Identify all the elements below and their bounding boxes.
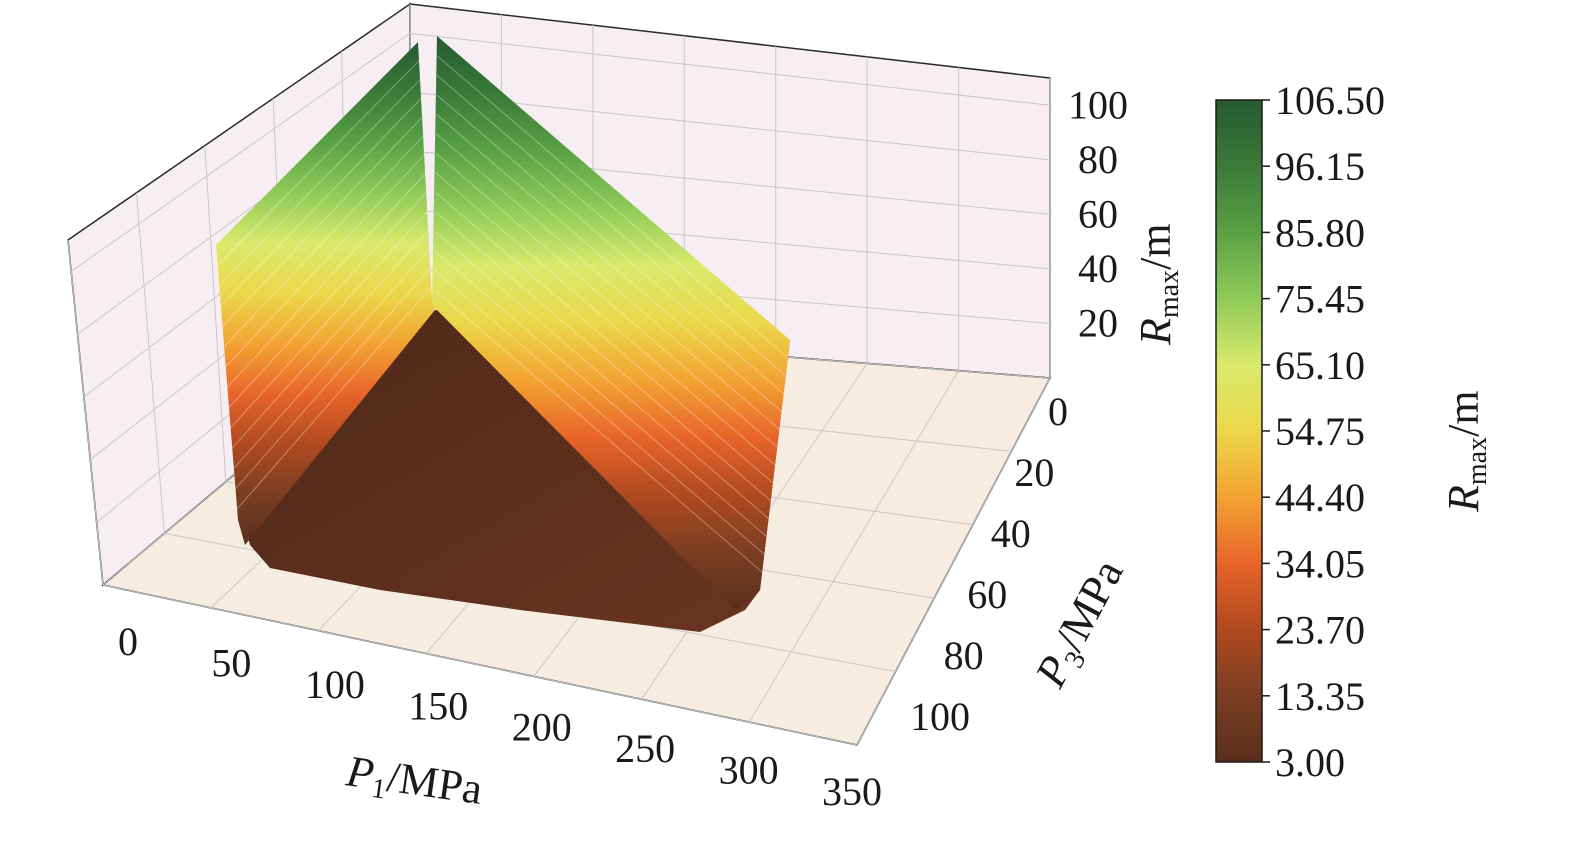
x-tick-label: 100 (305, 662, 365, 707)
y-axis-title: P3/MPa (1025, 551, 1137, 698)
y-tick-label: 80 (944, 633, 984, 678)
colorbar-tick-label: 13.35 (1275, 674, 1365, 719)
x-tick-label: 300 (719, 748, 779, 793)
surface-wall-right (432, 36, 790, 610)
z-tick-label: 60 (1078, 191, 1118, 236)
x-tick-label: 250 (615, 726, 675, 771)
colorbar-tick-label: 44.40 (1275, 475, 1365, 520)
y-tick-label: 40 (991, 511, 1031, 556)
y-axis-ticks: 0 20 40 60 80 100 (910, 389, 1068, 739)
z-axis-ticks: 20 40 60 80 100 (1068, 82, 1128, 345)
x-axis-title: P1/MPa (342, 746, 485, 819)
colorbar-tick-label: 34.05 (1275, 541, 1365, 586)
colorbar-tick-label: 96.15 (1275, 144, 1365, 189)
x-axis-ticks: 0 50 100 150 200 250 300 350 (118, 619, 882, 814)
x-tick-label: 200 (512, 705, 572, 750)
z-tick-label: 100 (1068, 82, 1128, 127)
x-tick-label: 350 (822, 769, 882, 814)
colorbar-ticks: 106.50 96.15 85.80 75.45 65.10 54.75 44.40 34.0… (1262, 78, 1385, 785)
colorbar-tick-label: 23.70 (1275, 608, 1365, 653)
surface-plot (216, 36, 790, 632)
colorbar-tick-label: 75.45 (1275, 277, 1365, 322)
y-tick-label: 60 (967, 572, 1007, 617)
colorbar-tick-label: 65.10 (1275, 343, 1365, 388)
colorbar-tick-label: 3.00 (1275, 740, 1345, 785)
colorbar-tick-label: 106.50 (1275, 78, 1385, 123)
y-tick-label: 20 (1014, 450, 1054, 495)
x-tick-label: 50 (211, 640, 251, 685)
z-tick-label: 40 (1078, 246, 1118, 291)
colorbar (1215, 99, 1263, 763)
colorbar-tick-label: 85.80 (1275, 210, 1365, 255)
y-tick-label: 0 (1048, 389, 1068, 434)
x-tick-label: 150 (408, 683, 468, 728)
surface-contours (217, 55, 789, 573)
x-tick-label: 0 (118, 619, 138, 664)
colorbar-tick-label: 54.75 (1275, 409, 1365, 454)
colorbar-title: Rmax/m (1439, 390, 1493, 513)
z-axis-title: Rmax/m (1131, 223, 1185, 346)
z-tick-label: 80 (1078, 137, 1118, 182)
y-tick-label: 100 (910, 694, 970, 739)
surface-wall-left (216, 42, 435, 545)
z-tick-label: 20 (1078, 300, 1118, 345)
